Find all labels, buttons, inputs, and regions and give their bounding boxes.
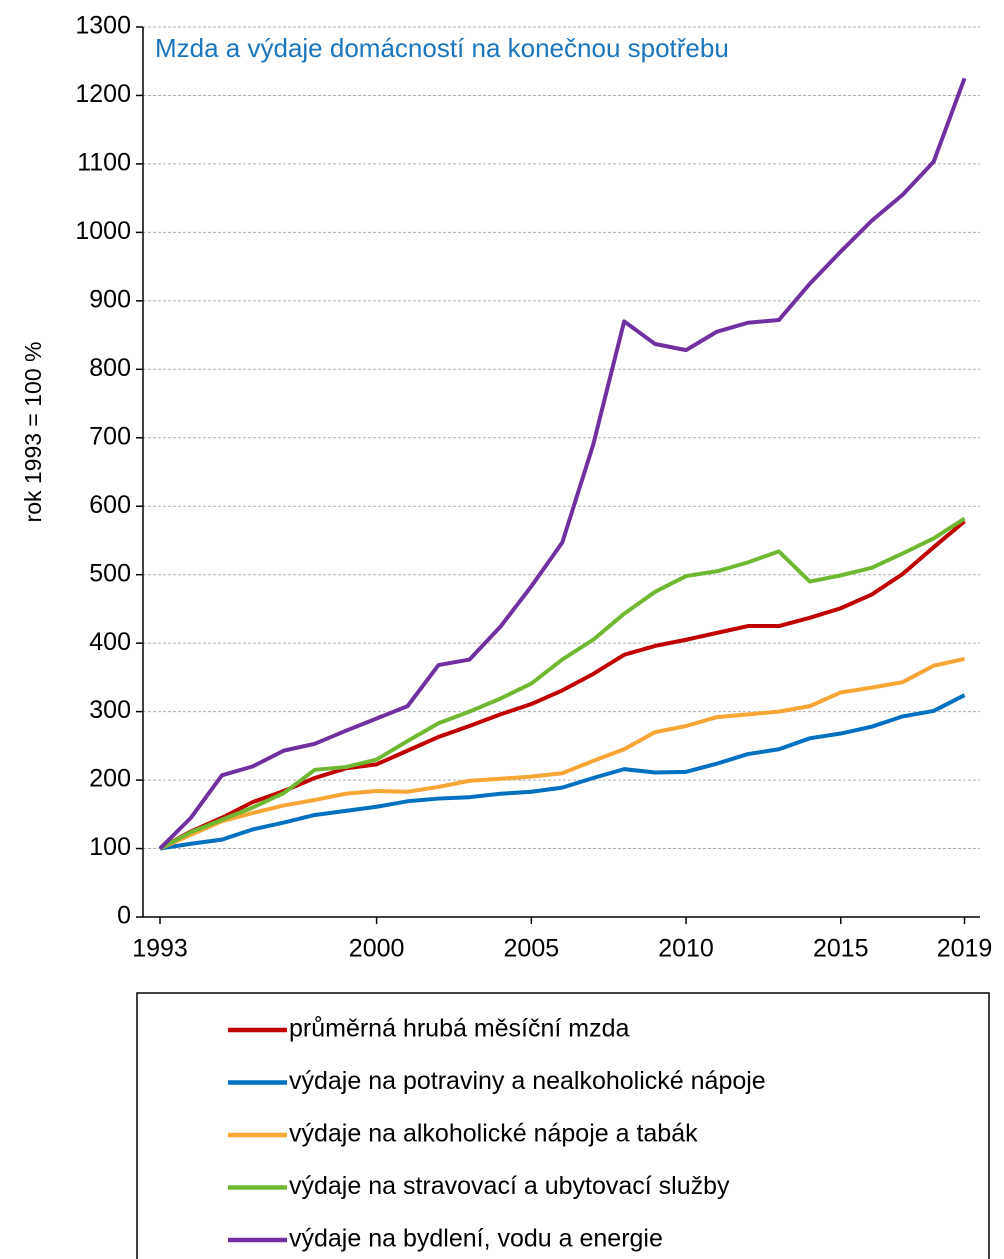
legend-label: výdaje na potraviny a nealkoholické nápo…	[289, 1067, 766, 1095]
y-tick-label: 600	[89, 491, 131, 519]
y-tick-label: 1200	[75, 80, 131, 108]
y-tick-label: 800	[89, 354, 131, 382]
legend-label: průměrná hrubá měsíční mzda	[289, 1015, 630, 1043]
x-tick-label: 2000	[349, 935, 405, 963]
legend-label: výdaje na bydlení, vodu a energie	[289, 1225, 663, 1253]
x-tick-label: 2010	[658, 935, 714, 963]
legend-label: výdaje na alkoholické nápoje a tabák	[289, 1120, 698, 1148]
chart-title: Mzda a výdaje domácností na konečnou spo…	[155, 33, 729, 63]
x-tick-label: 2005	[504, 935, 560, 963]
y-tick-label: 1000	[75, 217, 131, 245]
series-line	[159, 516, 966, 851]
y-axis-label: rok 1993 = 100 %	[20, 342, 46, 523]
legend-label: výdaje na stravovací a ubytovací služby	[289, 1172, 730, 1200]
legend-box	[136, 992, 990, 1259]
x-tick-label: 1993	[132, 935, 188, 963]
y-tick-label: 300	[89, 696, 131, 724]
y-tick-label: 900	[89, 285, 131, 313]
y-tick-label: 0	[117, 902, 131, 930]
series-line	[159, 519, 966, 851]
series-line	[159, 693, 966, 851]
y-tick-label: 200	[89, 765, 131, 793]
series-line	[159, 656, 965, 851]
y-tick-label: 1300	[75, 12, 131, 40]
x-tick-label: 2019	[937, 935, 993, 963]
x-tick-label: 2015	[813, 935, 869, 963]
y-tick-label: 100	[89, 833, 131, 861]
y-tick-label: 700	[89, 422, 131, 450]
y-tick-label: 400	[89, 628, 131, 656]
y-tick-label: 1100	[77, 149, 131, 177]
series-line	[158, 77, 967, 850]
y-tick-label: 500	[89, 559, 131, 587]
